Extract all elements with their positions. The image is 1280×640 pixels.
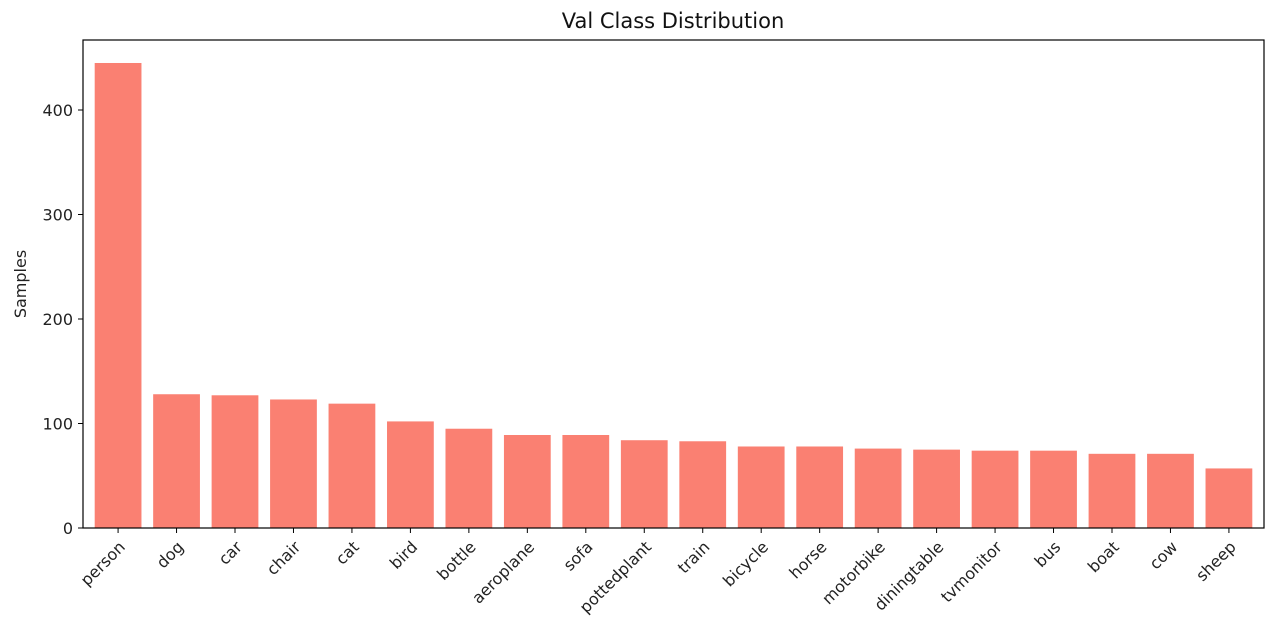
y-tick-label: 400 [42,101,73,120]
bar-train [679,441,727,528]
chart-title: Val Class Distribution [562,9,785,33]
bar-chair [270,399,317,528]
bar-aeroplane [503,435,551,528]
bar-sofa [562,435,610,528]
bar-bird [387,421,434,528]
bar-cat [328,403,376,528]
bar-dog [153,394,200,528]
bar-tvmonitor [971,450,1019,528]
bar-sheep [1205,468,1253,528]
bar-diningtable [913,449,960,528]
y-tick-label: 100 [42,415,73,434]
bar-horse [796,446,844,528]
bar-bottle [445,428,493,528]
bar-bus [1030,450,1077,528]
bar-pottedplant [620,440,668,528]
bar-boat [1088,453,1136,528]
bar-bicycle [737,446,785,528]
y-tick-label: 0 [63,519,73,538]
bars-group [94,62,1253,529]
plot-frame [82,39,1265,529]
y-axis-label: Samples [11,250,30,318]
bar-motorbike [854,448,902,528]
y-tick-label: 200 [42,310,73,329]
y-tick-label: 300 [42,206,73,225]
bar-person [94,62,142,529]
bar-cow [1147,453,1194,528]
bar-car [211,395,259,528]
y-axis-ticks: 0 100 200 300 400 [42,101,83,538]
